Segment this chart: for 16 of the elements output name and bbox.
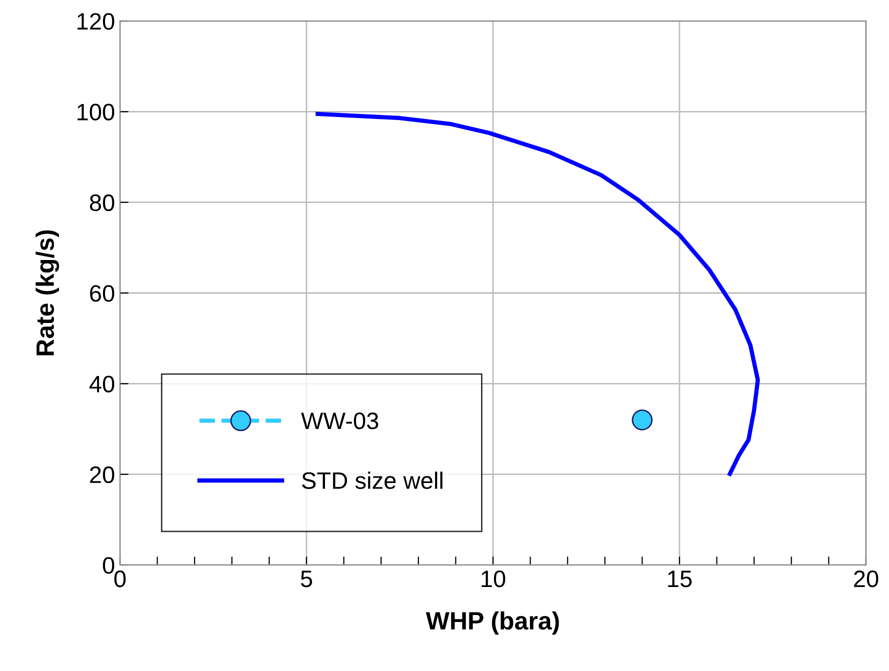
legend-label: WW-03 <box>301 412 378 430</box>
y-tick-label: 0 <box>102 557 114 574</box>
y-tick-label: 120 <box>78 13 114 30</box>
y-tick-label: 80 <box>90 194 114 212</box>
y-tick-label: 60 <box>90 285 114 302</box>
x-axis-title: WHP (bara) <box>426 611 559 635</box>
y-tick-label: 20 <box>90 466 114 484</box>
x-tick-label: 0 <box>114 570 126 588</box>
x-tick-label: 10 <box>482 570 506 588</box>
x-tick-label: 15 <box>668 570 692 588</box>
x-tick-label: 5 <box>300 570 312 588</box>
y-axis-title: Rate (kg/s) <box>36 230 60 356</box>
y-tick-label: 100 <box>78 104 114 120</box>
x-tick-label: 20 <box>854 570 878 588</box>
y-tick-label: 40 <box>89 376 114 392</box>
legend-label: STD size well <box>302 472 442 489</box>
